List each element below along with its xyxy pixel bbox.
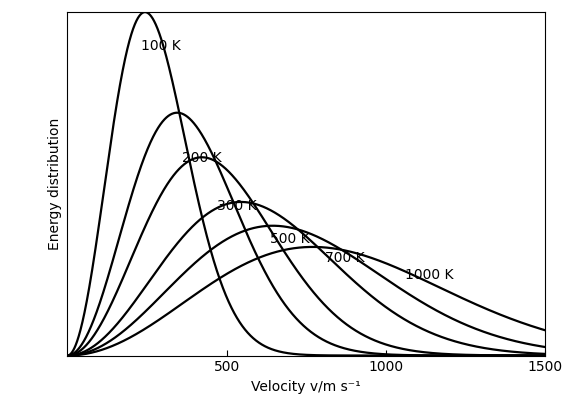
Y-axis label: Energy distribution: Energy distribution — [48, 118, 62, 250]
Text: 1000 K: 1000 K — [405, 268, 454, 282]
Text: 300 K: 300 K — [217, 199, 257, 213]
Text: 200 K: 200 K — [182, 151, 222, 165]
Text: 700 K: 700 K — [325, 250, 365, 265]
X-axis label: Velocity v/m s⁻¹: Velocity v/m s⁻¹ — [251, 380, 361, 394]
Text: 500 K: 500 K — [270, 232, 309, 246]
Text: 100 K: 100 K — [140, 40, 180, 53]
